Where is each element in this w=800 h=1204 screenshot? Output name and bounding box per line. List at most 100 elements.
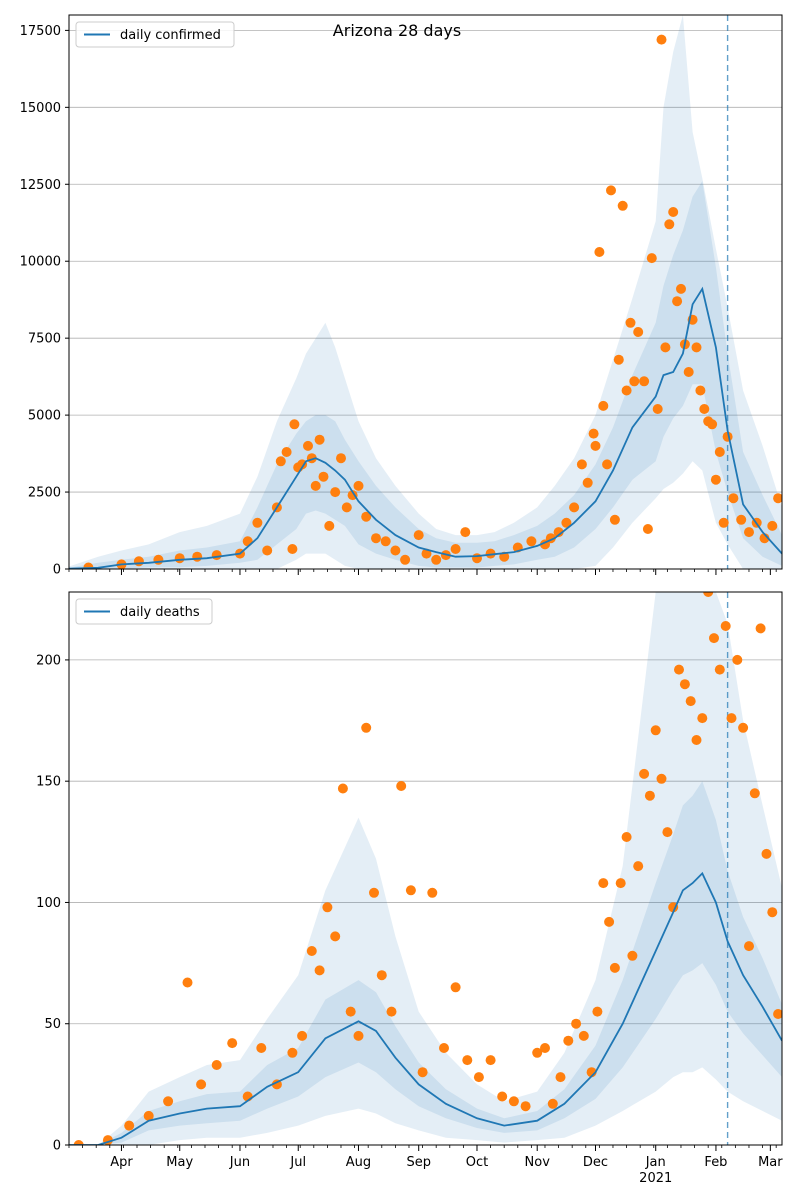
data-point (598, 400, 609, 411)
data-point (450, 982, 461, 993)
x-tick-label: Mar (758, 1155, 783, 1170)
confidence-band-outer (69, 15, 782, 569)
data-point (520, 1101, 531, 1112)
data-point (668, 207, 679, 217)
data-point (555, 1072, 566, 1083)
data-point (376, 970, 387, 981)
data-point (691, 735, 702, 745)
data-point (773, 493, 782, 504)
data-point (561, 517, 572, 528)
data-point (588, 428, 599, 439)
data-point (497, 1091, 508, 1102)
data-point (347, 490, 358, 501)
data-point (540, 1043, 550, 1053)
data-point (613, 354, 624, 365)
y-tick-label: 100 (36, 896, 61, 911)
data-point (532, 1047, 543, 1058)
data-point (460, 527, 471, 538)
data-point (691, 342, 702, 353)
confidence-band-inner (69, 181, 782, 569)
data-point (609, 514, 620, 525)
data-point (755, 623, 766, 634)
data-point (625, 317, 636, 328)
confirmed-panel: 0 2500 5000 7500 10000 12500 15000 17500 daily c… (20, 14, 783, 578)
data-point (341, 502, 352, 513)
data-point (732, 654, 743, 665)
data-point (485, 548, 496, 559)
data-point (744, 941, 754, 952)
data-point (767, 520, 778, 531)
data-point (699, 404, 710, 414)
x-tick-label: Feb (704, 1155, 727, 1170)
data-point (728, 493, 739, 504)
x-tick-label: Apr (110, 1155, 133, 1170)
plot-area (69, 592, 782, 1145)
data-point (726, 713, 737, 724)
data-point (336, 453, 346, 464)
x-tick-label: Jun (229, 1155, 250, 1170)
x-tick-label: Sep (406, 1155, 431, 1170)
data-point (330, 931, 341, 942)
data-point (629, 376, 640, 387)
data-point (252, 517, 263, 528)
data-point (749, 788, 760, 799)
y-tick-label: 10000 (20, 255, 61, 270)
data-point (639, 768, 650, 779)
axes-frame (68, 591, 783, 1146)
data-point (773, 1009, 782, 1019)
data-point (361, 722, 372, 733)
data-point (615, 878, 626, 889)
data-point (287, 1047, 298, 1058)
data-point (652, 404, 663, 414)
data-point (767, 907, 778, 918)
data-point (450, 544, 461, 554)
data-point (646, 253, 657, 264)
data-point (714, 447, 725, 457)
data-point (508, 1096, 519, 1107)
data-point (371, 533, 381, 544)
data-point (621, 832, 632, 842)
legend-box (75, 21, 235, 48)
y-tick-label: 15000 (20, 101, 61, 116)
deaths-panel: 0 50 100 150 200 Apr May Jun Jul Aug Sep Oct Nov Dec J… (36, 591, 783, 1186)
data-point (413, 530, 424, 541)
data-point (310, 480, 321, 491)
data-point (473, 1072, 484, 1083)
data-point (345, 1006, 356, 1017)
data-point (604, 916, 615, 927)
data-point (709, 633, 719, 644)
data-point (314, 434, 325, 445)
legend-label: daily confirmed (120, 28, 221, 43)
data-point (547, 1098, 558, 1109)
series-line (69, 286, 782, 569)
data-point (306, 946, 317, 956)
data-point (617, 200, 628, 211)
data-point (662, 827, 673, 838)
data-point (256, 1043, 267, 1053)
data-point (275, 456, 286, 467)
x-tick-label: Jul (289, 1155, 306, 1170)
data-point (439, 1043, 449, 1053)
data-point (337, 783, 348, 794)
data-point (644, 790, 655, 801)
series-line (69, 871, 782, 1145)
data-point (594, 247, 605, 257)
legend-box (75, 598, 213, 625)
data-point (621, 385, 632, 396)
data-point (400, 554, 411, 565)
data-point (303, 440, 313, 451)
y-tick-label: 0 (53, 1139, 61, 1154)
data-point (485, 1055, 496, 1066)
data-point (697, 713, 708, 724)
data-point (582, 477, 593, 488)
data-point (462, 1055, 473, 1066)
data-point (679, 679, 690, 690)
y-tick-label: 17500 (20, 24, 61, 39)
x-tick-label: Dec (583, 1155, 608, 1170)
data-point (602, 459, 613, 470)
data-point (124, 1120, 135, 1131)
data-point (163, 1096, 174, 1107)
data-point (289, 419, 300, 430)
data-point (396, 781, 407, 791)
